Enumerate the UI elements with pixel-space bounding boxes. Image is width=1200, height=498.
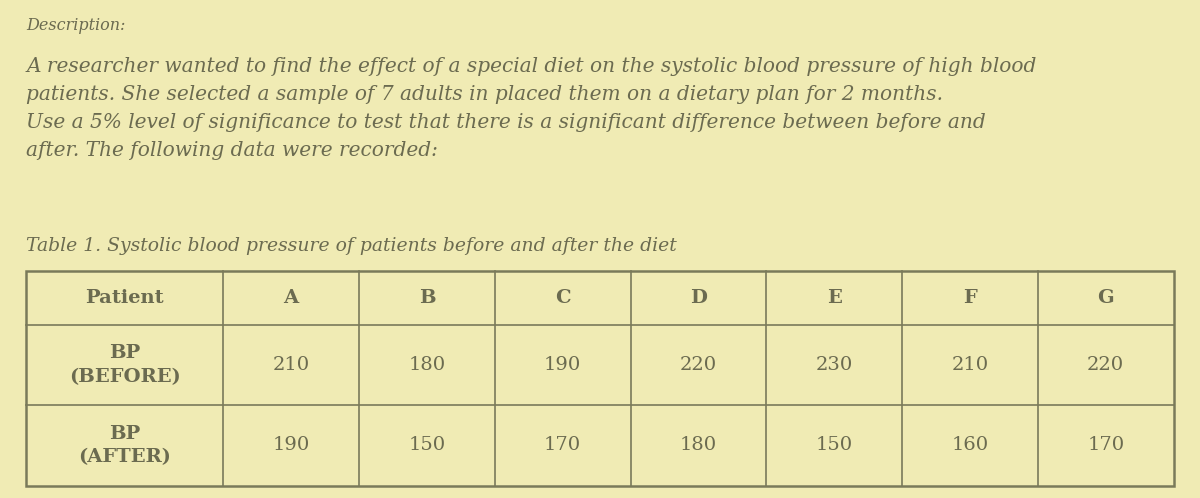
Text: 180: 180 [680,436,716,454]
Text: 160: 160 [952,436,989,454]
Text: 190: 190 [272,436,310,454]
Text: D: D [690,289,707,307]
Text: Description:: Description: [26,17,126,34]
Text: 190: 190 [544,356,581,374]
Text: 230: 230 [816,356,853,374]
Text: C: C [554,289,570,307]
Text: G: G [1098,289,1114,307]
Text: E: E [827,289,841,307]
Text: Patient: Patient [85,289,164,307]
Text: 220: 220 [1087,356,1124,374]
Text: 210: 210 [952,356,989,374]
Text: Table 1. Systolic blood pressure of patients before and after the diet: Table 1. Systolic blood pressure of pati… [26,237,677,254]
Text: 180: 180 [408,356,445,374]
Text: 150: 150 [408,436,445,454]
Text: 210: 210 [272,356,310,374]
Text: F: F [964,289,977,307]
Text: 220: 220 [680,356,716,374]
Text: B: B [419,289,436,307]
Text: A: A [283,289,299,307]
Text: 170: 170 [1087,436,1124,454]
Text: A researcher wanted to find the effect of a special diet on the systolic blood p: A researcher wanted to find the effect o… [26,57,1037,160]
Text: BP
(AFTER): BP (AFTER) [78,425,172,466]
Text: 150: 150 [816,436,853,454]
Text: 170: 170 [544,436,581,454]
Text: BP
(BEFORE): BP (BEFORE) [68,344,181,386]
